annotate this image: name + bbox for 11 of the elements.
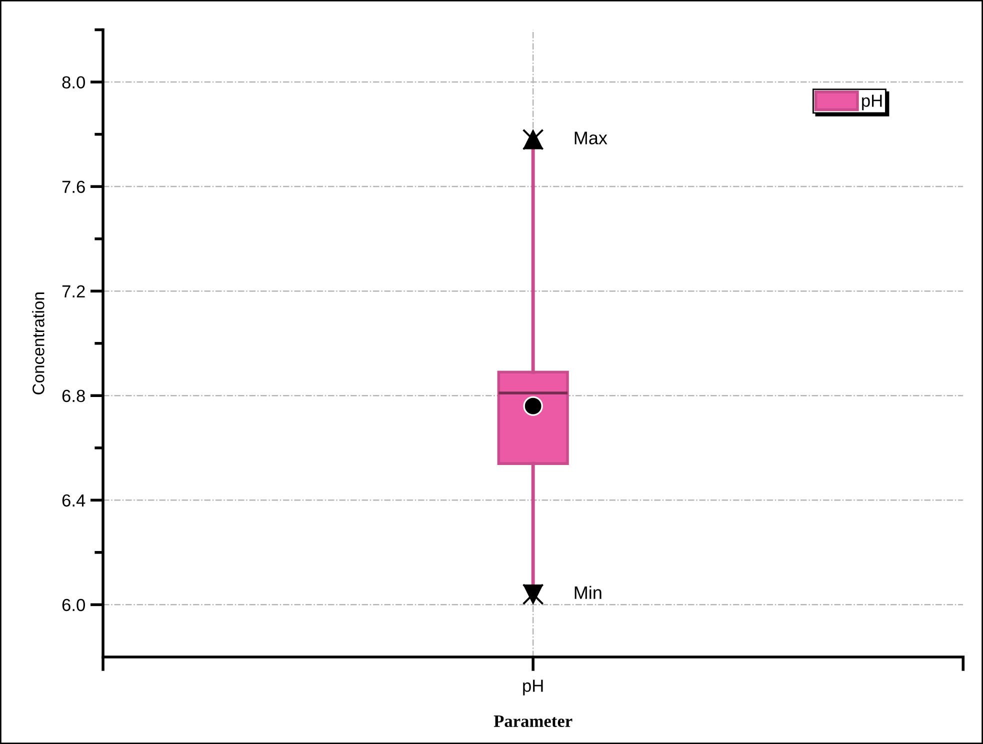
y-tick-label: 6.0 — [62, 598, 85, 612]
annotation: Min — [574, 586, 602, 599]
annotation: Max — [574, 132, 608, 144]
x-axis-title: Parameter — [494, 715, 572, 728]
y-tick-label: 8.0 — [62, 76, 85, 88]
y-tick-label: 6.4 — [62, 494, 86, 507]
y-tick-label: 7.2 — [62, 285, 85, 298]
y-axis-title: Concentration — [32, 292, 44, 394]
legend-label: pH — [862, 94, 882, 110]
y-tick-label: 6.8 — [62, 390, 85, 402]
y-tick-label: 7.6 — [62, 180, 85, 194]
